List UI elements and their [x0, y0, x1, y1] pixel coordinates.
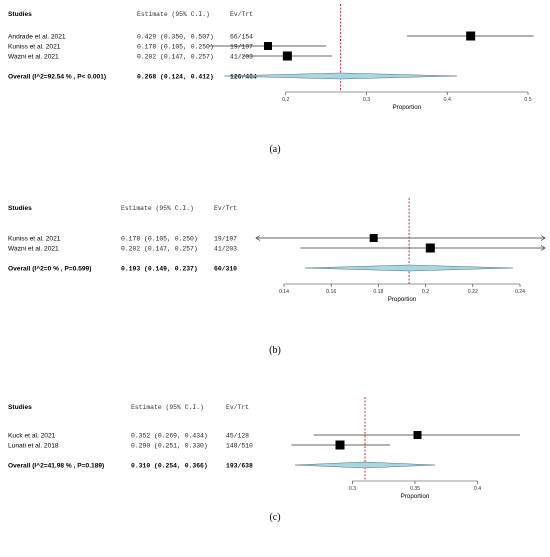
panel-c-x-tick-label: 0.4: [474, 486, 481, 492]
panel-a-study-name: Andrade et al. 2021: [8, 34, 66, 41]
panel-a-x-tick-label: 0.4: [444, 97, 451, 103]
panel-b-x-tick-label: 0.14: [279, 289, 289, 295]
panel-c-study-ev-trt: 148/510: [226, 443, 253, 450]
panel-c-header-estimate: Estimate (95% C.I.): [131, 404, 204, 411]
panel-c-header-ev-trt: Ev/Trt: [226, 404, 249, 411]
panel-b-study-name: Kuniss et al. 2021: [8, 236, 61, 243]
panel-b-study-estimate: 0.178 (0.105, 0.250): [121, 236, 198, 243]
panel-a-study-estimate: 0.202 (0.147, 0.257): [137, 54, 214, 61]
panel-b-x-tick-label: 0.16: [326, 289, 336, 295]
panel-a-overall-label: Overall (I^2=92.54 % , P< 0.001): [8, 73, 106, 81]
panel-b-overall-label: Overall (I^2=0 % , P=0.599): [8, 265, 91, 273]
panel-a-study-estimate: 0.429 (0.350, 0.507): [137, 34, 214, 41]
panel-c-label: (c): [269, 512, 280, 523]
panel-a-study-name: Wazni et al. 2021: [8, 54, 59, 61]
panel-a-study-estimate: 0.178 (0.105, 0.250): [137, 44, 214, 51]
panel-c-study-ev-trt: 45/128: [226, 433, 249, 440]
panel-b-header-studies: Studies: [8, 205, 32, 212]
panel-a-header-ev-trt: Ev/Trt: [230, 11, 253, 18]
panel-c-estimate-square: [335, 440, 345, 450]
panel-a-x-tick-label: 0.3: [363, 97, 370, 103]
panel-a-header-studies: Studies: [8, 11, 32, 18]
panel-a-estimate-square: [282, 51, 292, 61]
panel-b-estimate-square: [369, 234, 378, 242]
panel-a-overall-diamond: [224, 72, 457, 80]
panel-b-x-tick-label: 0.18: [373, 289, 383, 295]
panel-b-arrow-left-icon: [255, 235, 261, 241]
panel-c-overall-label: Overall (I^2=41.98 % , P=0.189): [8, 462, 104, 470]
panel-a-x-tick-label: 0.2: [282, 97, 289, 103]
panel-b-label: (b): [269, 345, 281, 356]
panel-c-study-name: Lunati et al. 2018: [8, 443, 59, 450]
panel-b-x-tick-label: 0.22: [468, 289, 478, 295]
panel-a-x-tick-label: 0.5: [524, 97, 531, 103]
panel-a-overall-estimate: 0.268 (0.124, 0.412): [137, 74, 214, 81]
panel-b-study-ev-trt: 41/203: [214, 246, 237, 253]
panel-a-study-ev-trt: 41/203: [230, 54, 253, 61]
panel-c-study-estimate: 0.290 (0.251, 0.330): [131, 443, 208, 450]
panel-b-x-tick-label: 0.2: [422, 289, 429, 295]
panel-b-study-name: Wazni et al. 2021: [8, 246, 59, 253]
panel-c-overall-diamond: [294, 461, 436, 469]
panel-b-arrow-right-icon: [540, 235, 546, 241]
panel-a-overall-ev-trt: 126/464: [230, 74, 257, 81]
panel-c-overall-estimate: 0.310 (0.254, 0.366): [131, 463, 208, 470]
panel-b-header-ev-trt: Ev/Trt: [214, 205, 237, 212]
panel-a-label: (a): [269, 144, 280, 155]
panel-c-x-tick-label: 0.3: [349, 486, 356, 492]
panel-a-header-estimate: Estimate (95% C.I.): [137, 11, 210, 18]
panel-b-arrow-right-icon: [540, 245, 546, 251]
panel-a-estimate-square: [263, 42, 272, 50]
panel-b-overall-diamond: [305, 264, 513, 272]
panel-a-estimate-square: [466, 31, 476, 41]
panel-c-overall-ev-trt: 193/638: [226, 463, 253, 470]
panel-b-estimate-square: [425, 243, 435, 253]
panel-a-study-name: Kuniss et al. 2021: [8, 44, 61, 51]
panel-b-overall-estimate: 0.193 (0.149, 0.237): [121, 266, 198, 273]
panel-b-x-axis-label: Proportion: [388, 296, 417, 303]
panel-c-x-tick-label: 0.35: [410, 486, 420, 492]
panel-b-x-tick-label: 0.24: [515, 289, 525, 295]
panel-c-study-estimate: 0.352 (0.269, 0.434): [131, 433, 208, 440]
panel-b-overall-ev-trt: 60/310: [214, 266, 237, 273]
panel-a-study-ev-trt: 66/154: [230, 34, 253, 41]
panel-b-header-estimate: Estimate (95% C.I.): [121, 205, 194, 212]
panel-c-study-name: Kuck et al. 2021: [8, 433, 56, 440]
panel-b-study-ev-trt: 19/107: [214, 236, 237, 243]
panel-a-study-ev-trt: 19/107: [230, 44, 253, 51]
panel-c-estimate-square: [413, 431, 422, 439]
panel-b-study-estimate: 0.202 (0.147, 0.257): [121, 246, 198, 253]
panel-a-x-axis-label: Proportion: [393, 104, 422, 111]
panel-c-header-studies: Studies: [8, 404, 32, 411]
panel-c-x-axis-label: Proportion: [401, 493, 430, 500]
